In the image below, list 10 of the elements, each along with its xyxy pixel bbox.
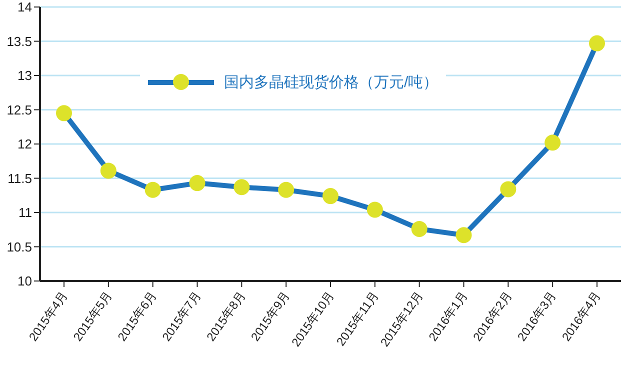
y-tick-label: 10.5 xyxy=(6,239,32,254)
y-tick-label: 10 xyxy=(18,274,32,289)
y-tick-label: 13 xyxy=(18,68,32,84)
y-tick-label: 11 xyxy=(18,205,32,220)
y-tick-label: 11.5 xyxy=(8,170,32,186)
y-tick-label: 13.5 xyxy=(6,34,32,49)
y-tick-label: 12.5 xyxy=(6,102,32,118)
y-tick-label: 14 xyxy=(18,0,32,15)
legend-label: 国内多晶硅现货价格（万元/吨） xyxy=(224,72,438,92)
y-tick-label: 12 xyxy=(18,136,32,152)
